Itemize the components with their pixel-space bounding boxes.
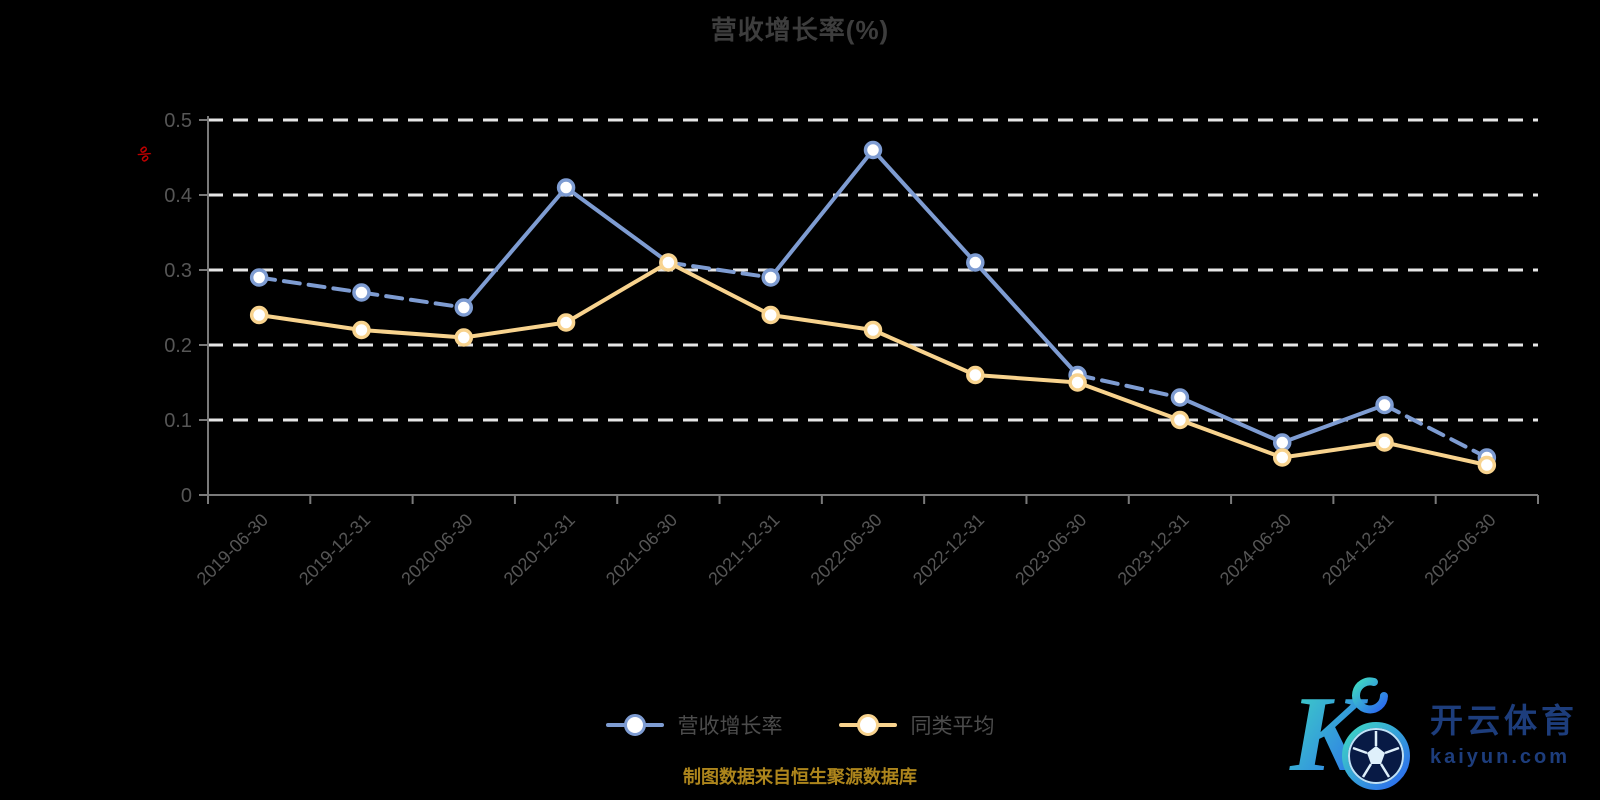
legend-line-circle-icon <box>838 713 897 737</box>
series-line-segment <box>564 260 671 325</box>
series-line-segment <box>973 260 1080 377</box>
data-point-series0-7[interactable] <box>966 253 985 272</box>
y-axis-label: 0.1 <box>164 410 192 432</box>
y-axis-label: 0 <box>181 485 192 507</box>
series-line-segment <box>1177 418 1285 460</box>
data-point-series1-7[interactable] <box>966 365 985 385</box>
x-axis-label: 2019-06-30 <box>193 510 272 589</box>
x-axis-label: 2020-06-30 <box>397 510 476 589</box>
watermark-brand: 开云体育 <box>1430 701 1578 739</box>
series-line-segment <box>871 148 978 265</box>
series-line-segment <box>768 313 875 332</box>
data-point-series0-6[interactable] <box>863 140 883 160</box>
series-line-segment <box>1075 373 1182 400</box>
series-line-segment <box>973 373 1080 385</box>
legend: 营收增长率 同类平均 <box>0 710 1600 740</box>
data-point-series0-0[interactable] <box>249 268 269 287</box>
series-line-segment <box>564 185 671 265</box>
data-point-series1-11[interactable] <box>1375 433 1394 452</box>
data-point-series1-6[interactable] <box>863 320 883 340</box>
series-line-segment <box>1280 403 1387 445</box>
x-axis-label: 2019-12-31 <box>295 510 374 589</box>
legend-label: 营收增长率 <box>677 715 783 738</box>
y-axis-label: 0.5 <box>164 110 192 132</box>
data-point-series0-11[interactable] <box>1375 395 1394 415</box>
series-line-segment <box>1382 440 1489 467</box>
series-line-segment <box>666 260 773 280</box>
series-line-segment <box>1075 380 1182 422</box>
series-line-segment <box>359 290 466 310</box>
x-axis-label: 2022-12-31 <box>909 510 988 589</box>
data-point-series0-3[interactable] <box>556 178 576 197</box>
series-line-segment <box>461 320 569 340</box>
legend-item-1[interactable]: 同类平均 <box>838 710 995 740</box>
series-line-segment <box>1177 395 1285 445</box>
data-point-series1-12[interactable] <box>1477 455 1497 475</box>
chart-title: 营收增长率(%) <box>710 15 890 45</box>
data-point-series1-5[interactable] <box>761 305 780 325</box>
kaiyun-logo-icon: K <box>1289 675 1410 794</box>
data-point-series0-9[interactable] <box>1170 388 1190 407</box>
data-source-note: 制图数据来自恒生聚源数据库 <box>683 767 917 787</box>
series-line-segment <box>257 313 364 332</box>
x-axis-label: 2025-06-30 <box>1420 510 1499 589</box>
data-point-series1-9[interactable] <box>1170 410 1190 430</box>
data-point-series0-10[interactable] <box>1272 433 1292 452</box>
x-axis-label: 2022-06-30 <box>807 510 886 589</box>
x-axis-label: 2020-12-31 <box>500 510 579 589</box>
series-line-segment <box>359 328 466 340</box>
series-line-segment <box>666 260 773 317</box>
watermark-text: 开云体育 kaiyun.com <box>1430 694 1578 769</box>
y-axis-label: 0.2 <box>164 335 192 357</box>
series-line-segment <box>768 148 875 280</box>
legend-label: 同类平均 <box>910 715 995 738</box>
kaiyun-watermark: K 开云体育 kaiyun.com <box>1288 668 1588 794</box>
x-axis-label: 2023-12-31 <box>1114 510 1193 589</box>
x-axis-label: 2024-12-31 <box>1318 510 1397 589</box>
x-axis-label: 2021-12-31 <box>704 510 783 589</box>
data-point-series1-4[interactable] <box>659 253 678 272</box>
data-point-series0-5[interactable] <box>761 268 780 287</box>
x-axis-label: 2023-06-30 <box>1011 510 1090 589</box>
data-point-series1-2[interactable] <box>454 328 474 347</box>
x-axis-label: 2024-06-30 <box>1216 510 1295 589</box>
series-line-segment <box>461 185 569 310</box>
legend-item-0[interactable]: 营收增长率 <box>605 710 783 740</box>
data-point-series1-1[interactable] <box>352 320 371 340</box>
series-line-segment <box>1280 440 1387 460</box>
data-point-series1-3[interactable] <box>556 313 576 332</box>
series-line-segment <box>257 275 364 295</box>
data-point-series0-1[interactable] <box>352 283 371 302</box>
series-line-segment <box>1382 403 1489 460</box>
data-point-series1-0[interactable] <box>249 305 269 325</box>
legend-line-circle-icon <box>605 713 664 737</box>
series-line-segment <box>871 328 978 377</box>
x-axis-label: 2021-06-30 <box>602 510 681 589</box>
watermark-domain: kaiyun.com <box>1430 745 1571 768</box>
y-axis-label: 0.4 <box>164 185 192 207</box>
data-point-series1-8[interactable] <box>1068 373 1087 392</box>
line-chart: 0 0.1 0.2 0.3 0.4 0.5 2019-06-30 2019-12-31 2020… <box>164 110 1539 589</box>
data-point-series1-10[interactable] <box>1272 448 1292 467</box>
y-axis-label: 0.3 <box>164 260 192 282</box>
data-point-series0-2[interactable] <box>454 298 474 317</box>
